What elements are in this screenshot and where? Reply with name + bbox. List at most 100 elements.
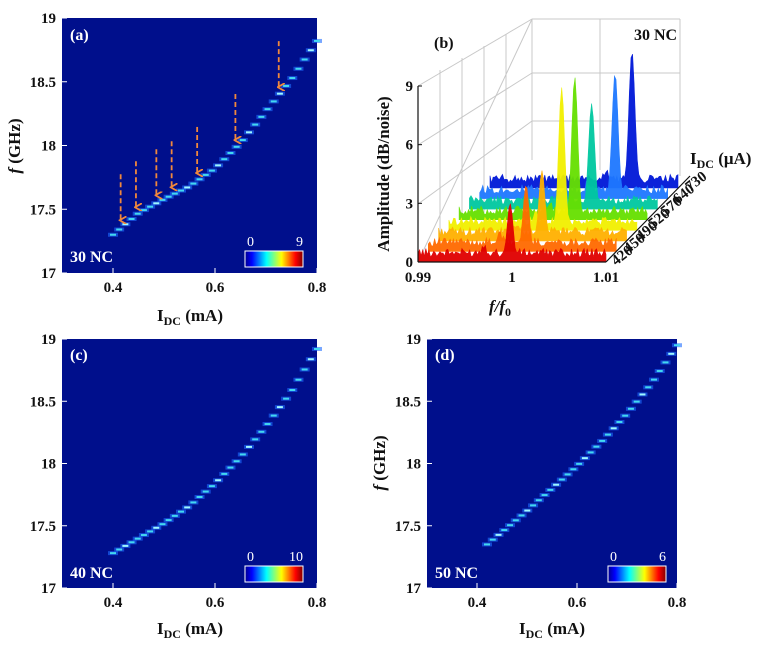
panel-label-b: (b) (434, 35, 454, 52)
ridge-mark (283, 84, 290, 87)
ridge-mark (610, 427, 617, 430)
y-tick-label: 18.5 (30, 75, 56, 91)
y-tick-label: 19 (41, 332, 56, 348)
panel-label-c: (c) (70, 347, 88, 364)
ridge-mark (301, 368, 308, 371)
ridge-mark (252, 438, 259, 441)
x-tick-label: 0.6 (206, 595, 225, 611)
y-ticks-d: 17 17.5 18 18.5 19 (395, 332, 432, 597)
heatmap-c-plot (62, 339, 317, 588)
heatmap-a-plot (62, 18, 317, 273)
x-tick-label: 0.4 (468, 595, 487, 611)
sample-label-d: 50 NC (435, 565, 478, 582)
y-tick-label: 17 (41, 581, 57, 597)
ridge-mark (196, 178, 203, 181)
ridge-mark (639, 393, 646, 396)
y-axis-label-b: Amplitude (dB/noise) (374, 96, 393, 251)
spectrum-series (458, 77, 648, 220)
ridge-mark (616, 421, 623, 423)
spectrum-series (489, 53, 679, 189)
ridge-mark (289, 77, 296, 80)
ridge-mark (530, 504, 537, 507)
ridge-mark (258, 430, 265, 433)
colorbar-d-max: 6 (659, 550, 666, 565)
ridge-mark (512, 519, 519, 522)
x-axis-label-c: IDC (mA) (157, 619, 223, 641)
ridge-mark (307, 49, 314, 52)
x-tick-label: 0.6 (206, 280, 225, 296)
ridge-mark (171, 192, 178, 195)
ridge-mark (190, 182, 197, 185)
x-axis-label-a: IDC (mA) (157, 306, 223, 328)
ridge-mark (662, 361, 669, 364)
ridge-mark (295, 67, 302, 70)
ridge-mark (227, 151, 234, 154)
ridge-mark (122, 223, 129, 226)
ridge-mark (153, 202, 160, 205)
ridge-mark (314, 347, 320, 350)
ridge-mark (627, 407, 634, 410)
ridge-mark (116, 548, 123, 551)
heatmap-d-plot (427, 339, 677, 588)
panel-label-d: (d) (435, 347, 455, 364)
ridge-mark (208, 485, 215, 488)
y-tick-label: 0 (406, 255, 414, 271)
x-axis-label-b: f/f0 (489, 297, 511, 319)
x-tick-label: 0.4 (104, 280, 123, 296)
ridge-mark (501, 529, 508, 532)
ridge-mark (202, 490, 209, 493)
panel-a: (a) 30 NC 0 9 0.4 0.6 0.8 17 17.5 18 18.5 19 I… (5, 11, 326, 328)
ridge-mark (159, 198, 166, 201)
ridge-mark (301, 58, 308, 61)
y-ticks-a: 17 17.5 18 18.5 19 (30, 11, 67, 282)
x-tick-label: 0.8 (308, 280, 327, 296)
y-tick-label: 18 (406, 457, 421, 473)
ridge-mark (246, 445, 252, 448)
ridge-mark (184, 506, 191, 509)
ridge-mark (252, 123, 259, 126)
x-ticks-b: 0.99 1 1.01 (405, 270, 619, 286)
spectrum-series (417, 203, 607, 263)
colorbar-d: 0 6 (607, 550, 667, 583)
ridge-mark (558, 478, 565, 481)
ridge-mark (270, 100, 277, 103)
y-tick-label: 6 (406, 138, 414, 154)
waterfall-floor (417, 86, 691, 263)
colorbar-a-max: 9 (296, 235, 303, 250)
y-tick-label: 19 (41, 11, 56, 27)
y-tick-label: 17.5 (30, 202, 56, 218)
y-ticks-b: 0 3 6 9 (406, 79, 422, 271)
colorbar-c: 0 10 (244, 550, 304, 583)
ridge-mark (674, 344, 680, 347)
x-ticks-c: 0.4 0.6 0.8 (104, 583, 326, 611)
ridge-mark (110, 552, 116, 555)
ridge-mark (165, 195, 172, 198)
ridge-mark (165, 519, 172, 522)
y-tick-label: 18.5 (395, 394, 421, 410)
colorbar-c-min: 0 (247, 550, 254, 565)
x-tick-label: 0.99 (405, 270, 431, 286)
ridge-mark (221, 158, 228, 161)
ridge-mark (171, 514, 178, 517)
ridge-mark (547, 488, 554, 491)
spectrum-series (438, 170, 627, 242)
ridge-mark (553, 483, 560, 486)
ridge-mark (264, 423, 271, 426)
ridge-mark (541, 494, 548, 497)
ridge-mark (178, 189, 184, 192)
ridge-mark (604, 433, 611, 436)
x-tick-label: 0.6 (568, 595, 587, 611)
waterfall-series (417, 53, 679, 263)
ridge-mark (202, 173, 209, 176)
ridge-mark (134, 537, 141, 540)
ridge-mark (221, 472, 228, 475)
ridge-mark (196, 496, 203, 499)
ridge-mark (122, 544, 129, 547)
ridge-mark (524, 509, 531, 512)
x-tick-label: 1.01 (593, 270, 619, 286)
y-tick-label: 17 (406, 581, 422, 597)
sample-label-b: 30 NC (634, 27, 677, 44)
ridge-mark (227, 466, 234, 469)
ridge-mark (668, 352, 675, 355)
y-tick-label: 9 (406, 79, 414, 95)
